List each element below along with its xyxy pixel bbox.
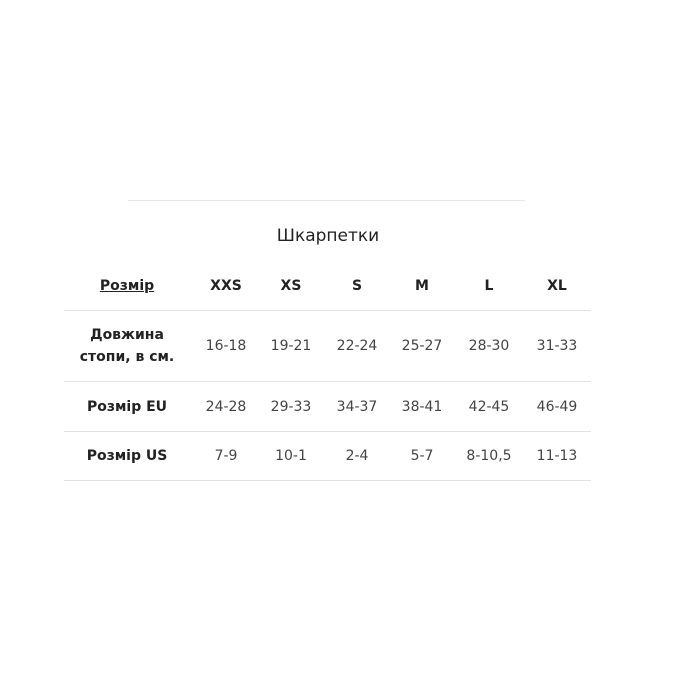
header-cell: XS (280, 278, 302, 294)
table-cell: 2-4 (345, 448, 369, 464)
table-header-row: Розмір XXS XS S M L XL (64, 262, 591, 311)
table-cell: 28-30 (468, 338, 510, 354)
table-cell: 5-7 (410, 448, 434, 464)
page-title: Шкарпетки (276, 226, 380, 246)
table-cell: 31-33 (536, 338, 578, 354)
header-cell: XL (547, 278, 567, 294)
header-cell: M (415, 278, 429, 294)
table-row: Розмір EU 24-28 29-33 34-37 38-41 42-45 … (64, 382, 591, 432)
table-row: Довжина стопи, в см. 16-18 19-21 22-24 2… (64, 311, 591, 382)
row-label: Довжина стопи, в см. (79, 327, 175, 365)
table-cell: 11-13 (536, 448, 578, 464)
table-cell: 10-1 (275, 448, 307, 464)
size-link-label[interactable]: Розмір (99, 278, 155, 294)
table-cell: 29-33 (270, 398, 312, 415)
table-cell: 22-24 (336, 338, 378, 354)
table-row: Розмір US 7-9 10-1 2-4 5-7 8-10,5 11-13 (64, 432, 591, 481)
table-cell: 7-9 (214, 448, 238, 464)
table-cell: 16-18 (205, 338, 247, 354)
table-cell: 8-10,5 (466, 448, 512, 464)
row-label: Розмір US (86, 448, 168, 464)
header-cell: S (351, 278, 363, 294)
header-cell: L (484, 278, 494, 294)
size-link[interactable]: Розмір (77, 262, 177, 310)
table-cell: 42-45 (468, 398, 510, 415)
table-cell: 34-37 (336, 398, 378, 415)
table-cell: 19-21 (270, 338, 312, 354)
table-cell: 46-49 (536, 398, 578, 415)
table-cell: 25-27 (401, 338, 443, 354)
divider (128, 200, 525, 201)
row-label: Розмір EU (86, 398, 168, 415)
header-cell: XXS (210, 278, 242, 294)
table-cell: 24-28 (205, 398, 247, 415)
table-cell: 38-41 (401, 398, 443, 415)
